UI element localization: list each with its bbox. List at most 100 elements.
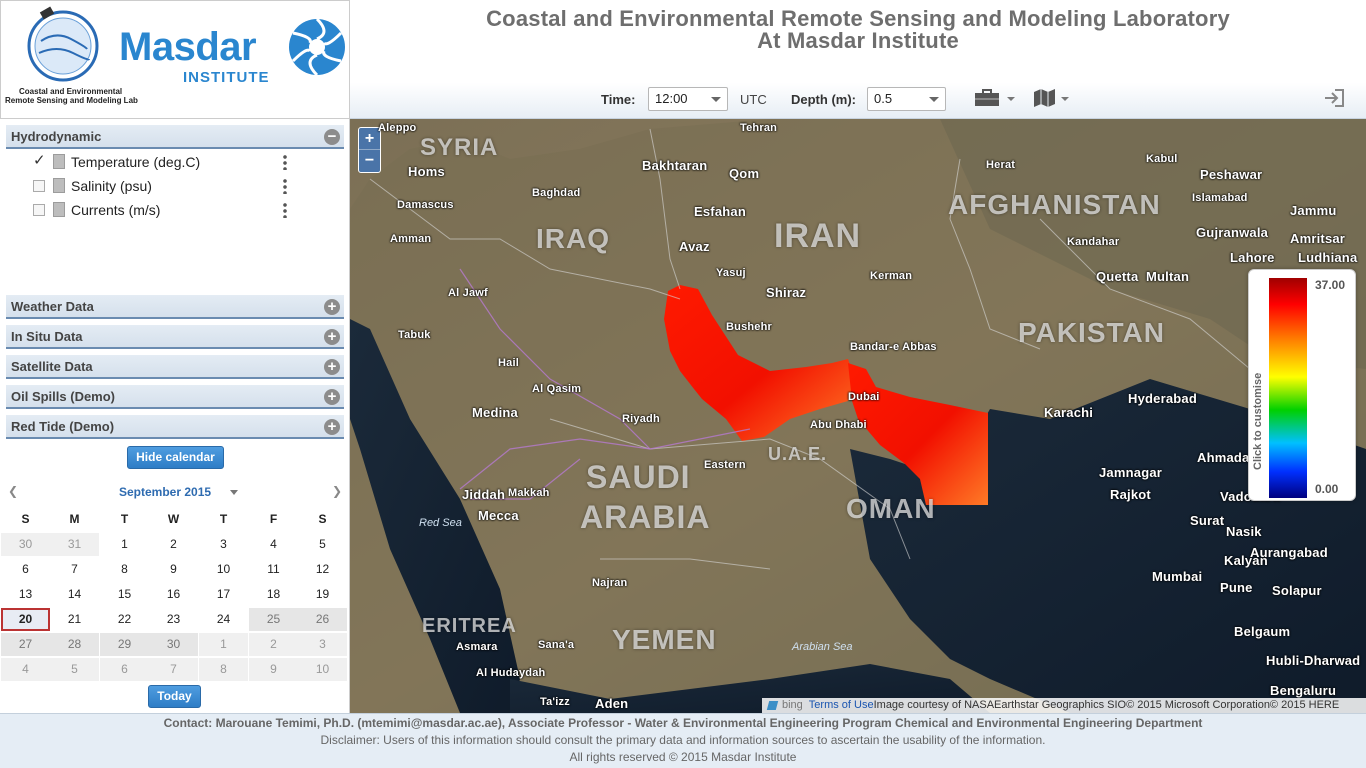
city-label: Hail xyxy=(498,357,519,369)
calendar-day[interactable]: 4 xyxy=(1,658,50,681)
currents-checkbox[interactable] xyxy=(33,204,45,216)
zoom-in-button[interactable]: + xyxy=(359,128,380,150)
expand-icon[interactable]: + xyxy=(324,329,340,345)
zoom-out-button[interactable]: − xyxy=(364,152,375,169)
calendar-day[interactable]: 25 xyxy=(249,608,298,631)
footer-contact: Contact: Marouane Temimi, Ph.D. (mtemimi… xyxy=(163,716,1203,730)
currents-options-icon[interactable] xyxy=(283,202,287,218)
city-label: Gujranwala xyxy=(1196,225,1269,240)
collapse-icon[interactable]: − xyxy=(324,129,340,145)
calendar-day[interactable]: 1 xyxy=(121,537,128,551)
city-label: Abu Dhabi xyxy=(810,419,867,431)
city-label: Mecca xyxy=(478,508,519,523)
calendar-day[interactable]: 4 xyxy=(270,537,277,551)
calendar-day[interactable]: 5 xyxy=(319,537,326,551)
section-red-tide[interactable]: Red Tide (Demo) + xyxy=(6,415,344,439)
salinity-checkbox[interactable] xyxy=(33,180,45,192)
calendar-day[interactable]: 16 xyxy=(166,587,181,601)
calendar-day[interactable]: 14 xyxy=(67,587,82,601)
city-label: Nasik xyxy=(1226,524,1262,539)
sea-label: Arabian Sea xyxy=(792,641,853,653)
today-button[interactable]: Today xyxy=(148,685,201,708)
calendar-day[interactable]: 22 xyxy=(117,612,132,626)
section-weather-data[interactable]: Weather Data + xyxy=(6,295,344,319)
section-in-situ-data[interactable]: In Situ Data + xyxy=(6,325,344,349)
section-oil-spills[interactable]: Oil Spills (Demo) + xyxy=(6,385,344,409)
calendar-day[interactable]: 7 xyxy=(71,562,78,576)
calendar-day[interactable]: 30 xyxy=(1,533,50,556)
calendar-month-label[interactable]: September 2015 xyxy=(119,485,239,499)
calendar-day[interactable]: 18 xyxy=(266,587,281,601)
calendar-day[interactable]: 27 xyxy=(1,633,50,656)
toolbox-menu-button[interactable] xyxy=(974,88,1018,108)
calendar-day[interactable]: 11 xyxy=(267,562,280,576)
calendar-day[interactable]: 3 xyxy=(220,537,227,551)
calendar-day[interactable]: 2 xyxy=(170,537,177,551)
calendar-day[interactable]: 10 xyxy=(216,562,231,576)
expand-icon[interactable]: + xyxy=(324,389,340,405)
depth-select[interactable]: 0.5 xyxy=(867,87,946,111)
calendar-day[interactable]: 1 xyxy=(199,633,248,656)
calendar-day[interactable]: 8 xyxy=(121,562,128,576)
basemap-menu-button[interactable] xyxy=(1033,88,1073,108)
city-label: Belgaum xyxy=(1234,624,1291,639)
calendar-prev-button[interactable]: ❮ xyxy=(8,484,19,498)
section-hydrodynamic[interactable]: Hydrodynamic − xyxy=(6,125,344,149)
expand-icon[interactable]: + xyxy=(324,419,340,435)
map-view[interactable]: + − SYRIA IRAQ IRAN AFGHANISTAN PAKISTAN… xyxy=(350,119,1366,713)
hide-calendar-button[interactable]: Hide calendar xyxy=(127,446,224,469)
city-label: Bandar-e Abbas xyxy=(850,341,937,353)
calendar-day[interactable]: 2 xyxy=(249,633,298,656)
city-label: Bakhtaran xyxy=(642,158,708,173)
calendar-day[interactable]: 26 xyxy=(298,608,347,631)
calendar-day[interactable]: 24 xyxy=(216,612,231,626)
legend-caption[interactable]: Click to customise xyxy=(1252,372,1264,470)
calendar-day[interactable]: 10 xyxy=(298,658,347,681)
calendar-next-button[interactable]: ❯ xyxy=(332,484,343,498)
calendar-day[interactable]: 13 xyxy=(18,587,33,601)
calendar-day[interactable]: 19 xyxy=(315,587,330,601)
calendar-day[interactable]: 28 xyxy=(50,633,99,656)
calendar-day[interactable]: 12 xyxy=(315,562,330,576)
calendar-day[interactable]: 3 xyxy=(298,633,347,656)
calendar-day[interactable]: 20 xyxy=(1,608,50,631)
satellite-basemap[interactable] xyxy=(350,119,1366,713)
salinity-options-icon[interactable] xyxy=(283,178,287,194)
city-label: Rajkot xyxy=(1110,487,1151,502)
city-label: Peshawar xyxy=(1200,167,1263,182)
expand-icon[interactable]: + xyxy=(324,359,340,375)
calendar-day[interactable]: 9 xyxy=(170,562,177,576)
city-label: Aurangabad xyxy=(1250,545,1328,560)
red-sea-area xyxy=(350,319,520,713)
calendar-day[interactable]: 29 xyxy=(100,633,149,656)
calendar-day[interactable]: 31 xyxy=(50,533,99,556)
temperature-options-icon[interactable] xyxy=(283,154,287,170)
city-label: Damascus xyxy=(397,199,454,211)
city-label: Bengaluru xyxy=(1270,683,1337,698)
temperature-legend[interactable]: Click to customise 37.00 0.00 xyxy=(1248,269,1356,501)
calendar-day[interactable]: 5 xyxy=(50,658,99,681)
login-button[interactable] xyxy=(1323,88,1345,108)
legend-color-bar xyxy=(1269,278,1307,498)
chevron-down-icon xyxy=(711,97,721,102)
calendar-day[interactable]: 7 xyxy=(149,658,198,681)
expand-icon[interactable]: + xyxy=(324,299,340,315)
calendar-day[interactable]: 9 xyxy=(249,658,298,681)
time-select[interactable]: 12:00 xyxy=(648,87,728,111)
calendar-day[interactable]: 30 xyxy=(149,633,198,656)
country-label: IRAQ xyxy=(536,223,610,254)
calendar-day[interactable]: 17 xyxy=(216,587,231,601)
calendar-day[interactable]: 6 xyxy=(22,562,29,576)
calendar-day[interactable]: 23 xyxy=(166,612,181,626)
calendar-day[interactable]: 8 xyxy=(199,658,248,681)
calendar-day[interactable]: 15 xyxy=(117,587,132,601)
temperature-checkbox[interactable]: ✓ xyxy=(33,152,46,169)
terms-of-use-link[interactable]: Terms of Use xyxy=(808,699,874,711)
city-label: Kabul xyxy=(1146,153,1178,165)
section-satellite-data[interactable]: Satellite Data + xyxy=(6,355,344,379)
calendar-day[interactable]: 21 xyxy=(67,612,82,626)
city-label: Najran xyxy=(592,577,628,589)
city-label: Karachi xyxy=(1044,405,1094,420)
calendar-day[interactable]: 6 xyxy=(100,658,149,681)
masdar-logo-icon xyxy=(27,6,345,82)
